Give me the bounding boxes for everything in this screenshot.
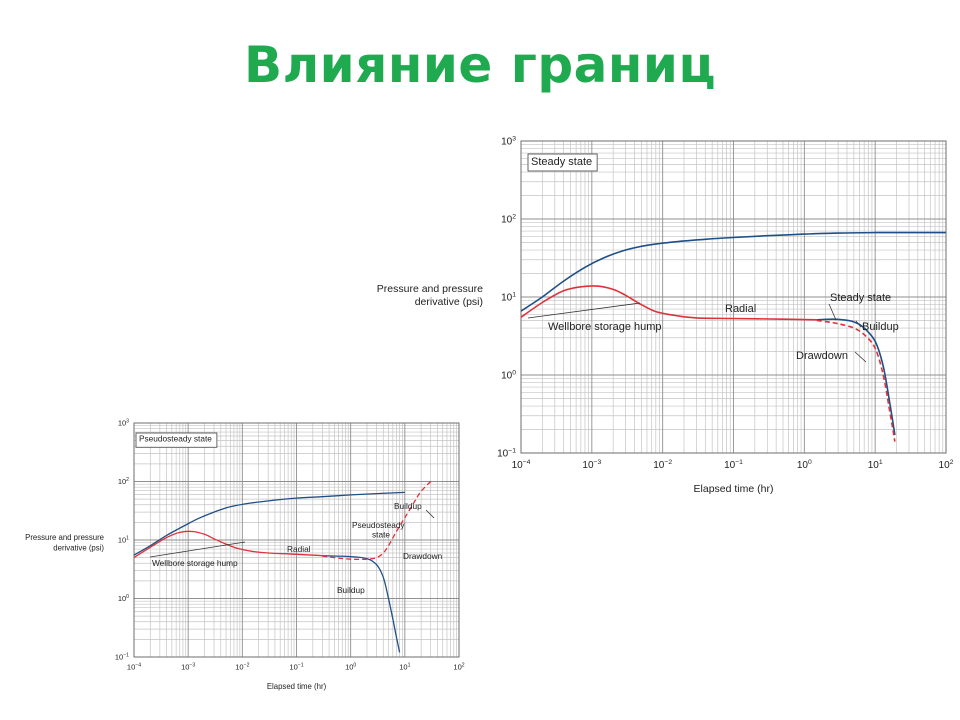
plot-frame	[133, 422, 460, 658]
x-axis-label: Elapsed time (hr)	[694, 483, 774, 495]
y-axis-label: derivative (psi)	[415, 296, 483, 308]
label-steady-state-leader	[828, 303, 837, 321]
derivative-curve-dashed	[816, 319, 896, 442]
label-buildup-upper: Buildup	[394, 501, 422, 511]
label-buildup: Buildup	[862, 321, 899, 333]
label-drawdown-leader	[854, 351, 867, 363]
derivative-curve-solid	[133, 530, 323, 559]
grid	[133, 422, 460, 658]
label-buildup-lower: Buildup	[337, 585, 365, 595]
label-steady-state: Steady state	[830, 292, 891, 304]
y-tick-label: 103	[118, 419, 129, 428]
label-radial: Radial	[725, 303, 756, 315]
plot-frame	[520, 140, 947, 454]
pressure-curve-solid	[520, 231, 946, 312]
derivative-curve-solid	[520, 285, 817, 321]
label-pseudosteady-state: state	[372, 529, 390, 539]
y-tick-label: 100	[501, 370, 516, 382]
x-tick-label: 100	[797, 459, 812, 471]
y-tick-label: 100	[118, 594, 129, 603]
x-tick-label: 10−2	[235, 663, 249, 672]
label-buildup-leader	[855, 320, 862, 328]
label-buildup-upper-leader	[425, 509, 435, 519]
pressure-curve-solid	[133, 491, 405, 556]
y-tick-label: 102	[118, 477, 129, 486]
label-drawdown: Drawdown	[796, 350, 848, 362]
x-tick-label: 10−4	[127, 663, 141, 672]
x-axis-label: Elapsed time (hr)	[267, 682, 327, 691]
slide-title: Влияние границ	[243, 36, 717, 94]
y-tick-label: 10−1	[497, 448, 516, 460]
x-tick-label: 10−3	[181, 663, 195, 672]
label-pseudosteady-state-box-box	[135, 432, 218, 448]
label-steady-state-box: Steady state	[531, 156, 592, 168]
label-radial: Radial	[287, 544, 311, 554]
label-wellbore-storage-hump: Wellbore storage hump	[548, 321, 662, 333]
x-tick-label: 10−3	[582, 459, 601, 471]
y-tick-label: 101	[118, 536, 129, 545]
chart-steady-state: 10−4 10−3 10−2 10−1 100 101 102 10−1 100 101 102 10…	[377, 136, 954, 496]
x-tick-label: 10−4	[512, 459, 531, 471]
label-drawdown: Drawdown	[403, 551, 443, 561]
label-wellbore-storage-hump-leader	[527, 302, 641, 319]
y-tick-label: 101	[501, 292, 516, 304]
x-tick-label: 10−1	[289, 663, 303, 672]
pressure-curve-solid	[322, 555, 401, 653]
x-tick-label: 10−1	[724, 459, 743, 471]
label-wellbore-storage-hump: Wellbore storage hump	[152, 558, 238, 568]
y-tick-label: 103	[501, 136, 516, 148]
y-axis-label: derivative (psi)	[53, 543, 104, 552]
label-pseudosteady-state-box: Pseudosteady state	[139, 433, 212, 443]
y-axis-label: Pressure and pressure	[377, 283, 483, 295]
y-tick-label: 102	[501, 214, 516, 226]
x-tick-label: 101	[399, 663, 410, 672]
x-tick-label: 102	[939, 459, 954, 471]
chart-pseudosteady-state: 10−4 10−3 10−2 10−1 100 101 102 10−1 100 101 102 10…	[25, 419, 465, 691]
y-axis-label: Pressure and pressure	[25, 533, 104, 542]
label-steady-state-box-box	[527, 153, 598, 172]
x-tick-label: 10−2	[653, 459, 672, 471]
x-tick-label: 101	[868, 459, 883, 471]
derivative-curve-dashed	[322, 481, 432, 560]
x-tick-label: 102	[453, 663, 464, 672]
label-pseudosteady-state: Pseudosteady	[352, 520, 405, 530]
label-wellbore-storage-hump-leader	[149, 541, 246, 558]
y-tick-label: 10−1	[115, 653, 129, 662]
x-tick-label: 100	[345, 663, 356, 672]
